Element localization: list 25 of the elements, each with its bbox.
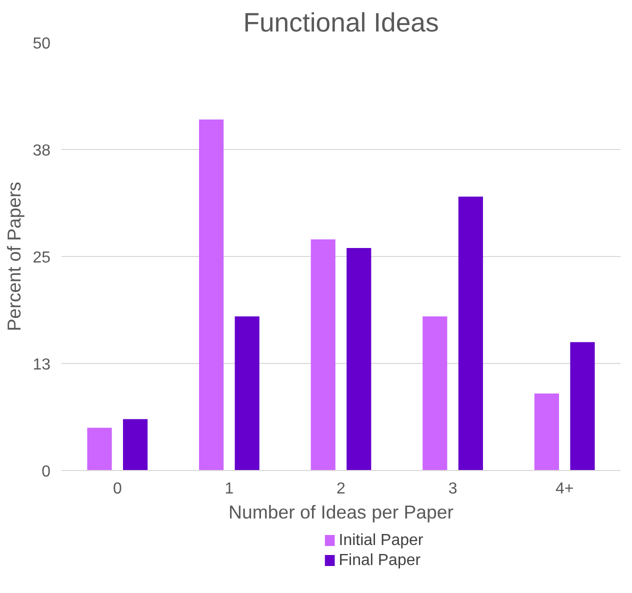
x-tick-label: 2 [336, 480, 346, 498]
chart-title: Functional Ideas [243, 8, 439, 38]
bar [234, 316, 260, 470]
legend-label: Final Paper [338, 552, 422, 569]
legend-label: Initial Paper [338, 532, 424, 549]
y-tick-label: 25 [32, 250, 51, 266]
bar [422, 316, 448, 470]
bar [122, 419, 148, 470]
y-tick-label: 0 [42, 464, 51, 480]
bar [534, 393, 560, 470]
x-tick-label: 4+ [555, 480, 574, 498]
x-tick-label: 0 [112, 480, 122, 498]
y-axis-title: Percent of Papers [4, 182, 25, 332]
bar [199, 120, 224, 470]
bar [87, 428, 112, 470]
x-tick-label: 1 [224, 480, 234, 498]
x-tick-label: 3 [448, 480, 458, 498]
bar [458, 196, 483, 470]
y-tick-label: 38 [32, 142, 51, 160]
y-tick-label: 13 [32, 356, 51, 374]
y-tick-label: 50 [32, 36, 51, 52]
bar [346, 248, 372, 470]
x-axis-title: Number of Ideas per Paper [228, 502, 454, 522]
bar [570, 342, 595, 470]
bar [310, 239, 336, 470]
